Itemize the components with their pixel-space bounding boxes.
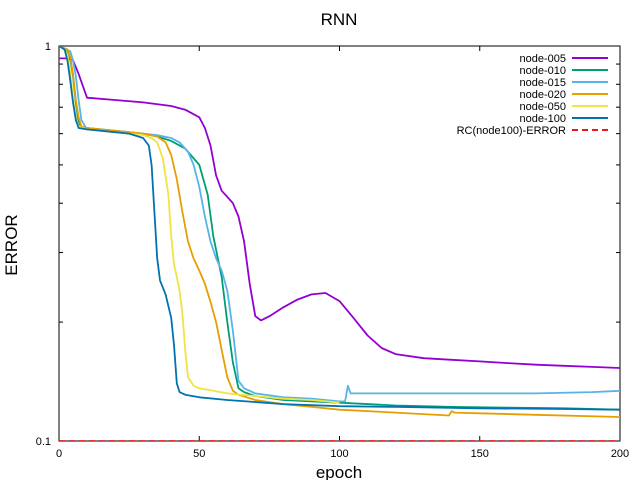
series-line-node-100 — [59, 46, 620, 411]
y-axis-label: ERROR — [2, 214, 21, 275]
series-line-node-005 — [59, 57, 620, 369]
y-tick-label: 0.1 — [36, 436, 51, 448]
legend-label: node-010 — [520, 65, 567, 77]
series-line-node-020 — [59, 46, 620, 418]
legend-label: node-100 — [520, 113, 567, 125]
legend-label: RC(node100)-ERROR — [457, 125, 566, 137]
y-tick-label: 1 — [45, 41, 51, 53]
chart-title: RNN — [321, 10, 358, 29]
plot-area: 0 50 100 150 200 0.1 1 node-005node-010node-015… — [36, 41, 629, 460]
x-tick-label: 150 — [471, 448, 489, 460]
x-tick-label: 200 — [611, 448, 629, 460]
legend-label: node-050 — [520, 101, 567, 113]
x-tick-label: 50 — [193, 448, 205, 460]
x-axis-label: epoch — [316, 463, 362, 480]
x-tick-label: 100 — [330, 448, 348, 460]
legend-label: node-020 — [520, 89, 567, 101]
x-tick-label: 0 — [56, 448, 62, 460]
legend-label: node-015 — [520, 77, 567, 89]
legend-label: node-005 — [520, 53, 567, 65]
